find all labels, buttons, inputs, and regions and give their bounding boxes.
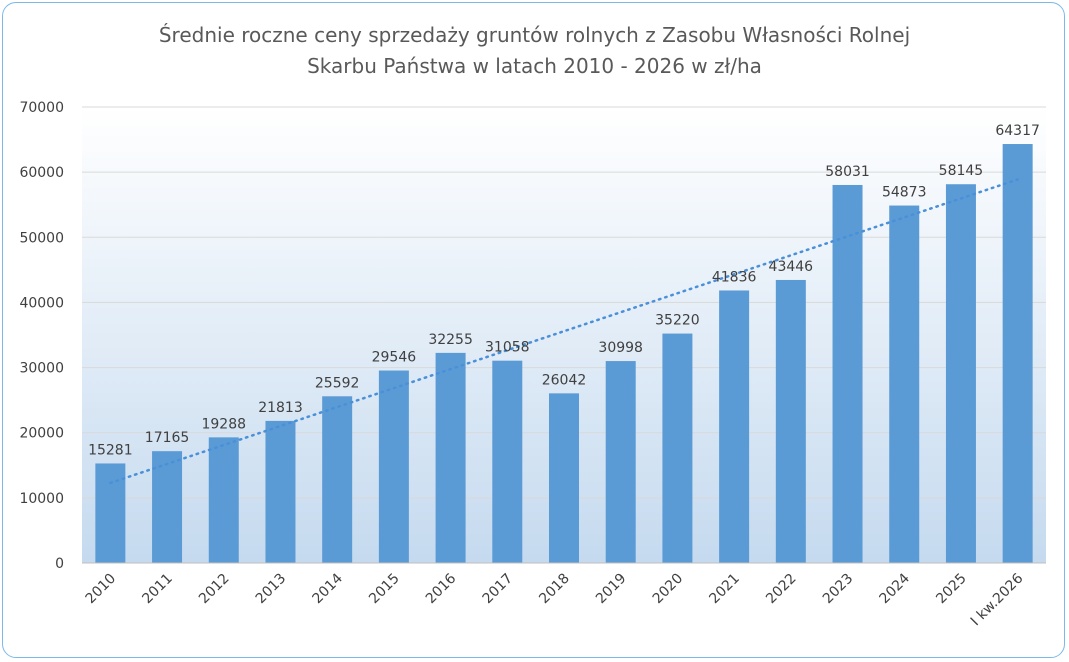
x-tick-label: 2014 [309, 570, 346, 607]
x-axis-ticks: 2010 2011 2012 2013 2014 2015 2016 2017 2018 2019… [83, 570, 1027, 629]
x-tick-label: 2013 [253, 571, 290, 608]
y-tick-label: 70000 [19, 100, 64, 116]
x-tick-label: 2012 [196, 571, 233, 608]
bars [95, 144, 1033, 563]
x-tick-label: 2011 [139, 571, 176, 608]
chart-title-line-2: Skarbu Państwa w latach 2010 - 2026 w zł… [307, 54, 762, 78]
data-label: 58031 [825, 164, 870, 180]
bar-2012 [208, 437, 239, 563]
bar-2017 [492, 360, 523, 563]
x-tick-label: 2020 [650, 571, 687, 608]
x-tick-label: 2016 [423, 570, 460, 607]
data-label: 32255 [428, 332, 473, 348]
x-tick-label: 2019 [593, 571, 630, 608]
y-tick-label: 20000 [19, 426, 64, 442]
x-tick-label: 2022 [763, 571, 800, 608]
data-label: 58145 [939, 163, 984, 179]
chart-title-line-1: Średnie roczne ceny sprzedaży gruntów ro… [158, 23, 911, 47]
bar-2010 [95, 463, 126, 563]
data-label: 29546 [372, 350, 417, 366]
data-label: 21813 [258, 400, 303, 416]
bar-2011 [152, 451, 183, 563]
bar-2021 [719, 290, 750, 563]
x-tick-label: 2024 [877, 570, 914, 607]
data-label: 15281 [88, 442, 133, 458]
x-tick-label: 2017 [480, 571, 517, 608]
bar-2024 [889, 205, 920, 563]
bar-2015 [378, 370, 409, 563]
x-tick-label: 2021 [706, 571, 743, 608]
y-tick-label: 0 [55, 556, 64, 572]
bar-2023 [832, 184, 863, 563]
data-label: 30998 [598, 340, 643, 356]
bar-2025 [945, 184, 976, 563]
y-axis-ticks: 0 10000 20000 30000 40000 50000 60000 70000 [19, 100, 64, 572]
y-tick-label: 40000 [19, 295, 64, 311]
bar-I-kw-2026 [1002, 144, 1033, 563]
data-label: 17165 [145, 430, 190, 446]
x-tick-label: I kw.2026 [968, 570, 1027, 629]
data-label: 54873 [882, 185, 927, 201]
data-label: 31058 [485, 340, 530, 356]
bar-2014 [322, 396, 353, 563]
data-label: 43446 [769, 259, 814, 275]
data-labels: 15281 17165 19288 21813 25592 29546 32255 31058… [88, 123, 1040, 458]
data-label: 35220 [655, 313, 700, 329]
data-label: 26042 [542, 372, 587, 388]
y-tick-label: 10000 [19, 491, 64, 507]
bar-2022 [775, 279, 806, 563]
data-label: 25592 [315, 375, 360, 391]
x-tick-label: 2023 [820, 571, 857, 608]
x-tick-label: 2018 [536, 571, 573, 608]
x-tick-label: 2025 [933, 571, 970, 608]
y-tick-label: 60000 [19, 165, 64, 181]
chart-title: Średnie roczne ceny sprzedaży gruntów ro… [0, 20, 1069, 82]
x-tick-label: 2010 [83, 571, 120, 608]
data-label: 64317 [995, 123, 1040, 139]
y-tick-label: 50000 [19, 230, 64, 246]
bar-2019 [605, 361, 636, 563]
bar-2020 [662, 333, 693, 563]
bar-2016 [435, 352, 466, 563]
bar-2018 [549, 393, 579, 563]
bar-2013 [265, 420, 296, 563]
data-label: 19288 [201, 416, 246, 432]
x-tick-label: 2015 [366, 571, 403, 608]
data-label: 41836 [712, 269, 757, 285]
y-tick-label: 30000 [19, 361, 64, 377]
